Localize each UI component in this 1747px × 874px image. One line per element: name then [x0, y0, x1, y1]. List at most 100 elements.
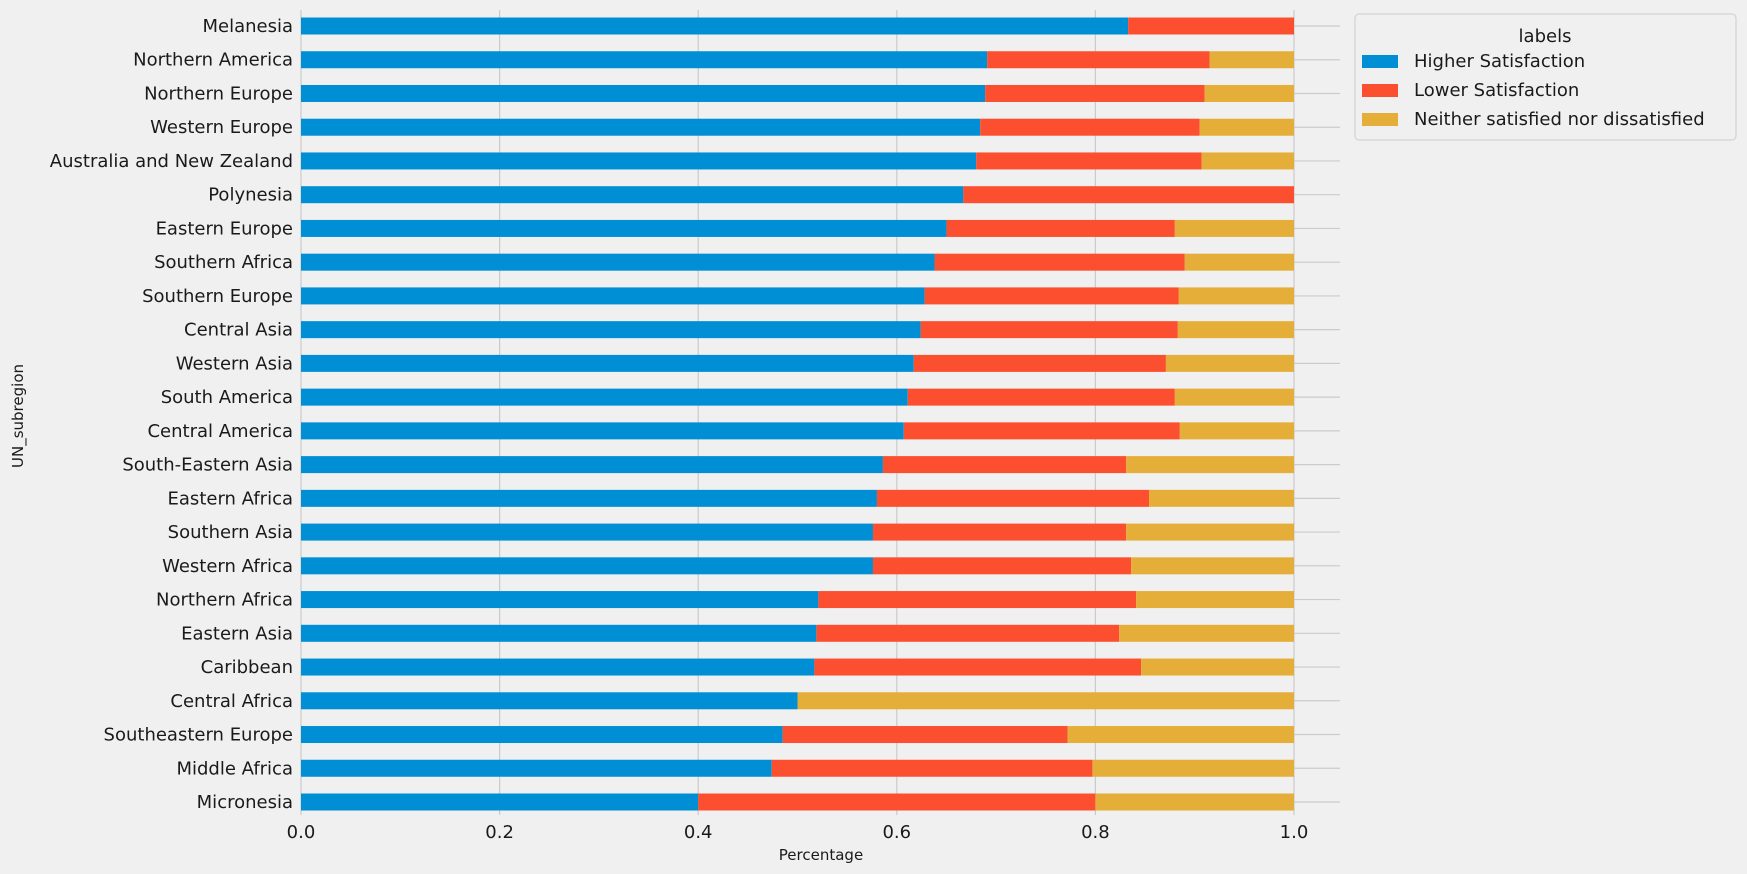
bar-segment	[1178, 287, 1294, 305]
legend-swatch	[1362, 113, 1398, 126]
bar-segment	[301, 51, 988, 69]
bar-segment	[301, 489, 877, 507]
bar-segment	[301, 692, 798, 710]
x-axis-label: Percentage	[779, 846, 863, 864]
bar-segment	[301, 759, 772, 777]
y-tick-label: Eastern Africa	[168, 488, 293, 509]
bar-segment	[301, 118, 981, 136]
bar-segment	[301, 186, 964, 204]
y-tick-label: Western Asia	[176, 353, 293, 374]
bar-segment	[301, 152, 977, 170]
y-tick-label: Melanesia	[202, 16, 293, 37]
bar-segment	[980, 118, 1200, 136]
x-tick-label: 1.0	[1280, 822, 1309, 843]
y-tick-label: Caribbean	[201, 657, 293, 678]
x-tick-label: 0.6	[882, 822, 911, 843]
bar-segment	[976, 152, 1202, 170]
bar-segment	[814, 658, 1142, 676]
legend-swatch	[1362, 55, 1398, 68]
bar-segment	[1201, 152, 1294, 170]
legend-title: labels	[1519, 26, 1572, 47]
bar-segment	[301, 793, 699, 811]
bar-segment	[1141, 658, 1294, 676]
legend-items: Higher Satisfaction Lower Satisfaction Nei…	[1362, 51, 1705, 130]
bar-segment	[1177, 321, 1294, 339]
bar-segment	[1174, 388, 1294, 406]
bar-segment	[963, 186, 1294, 204]
x-tick-labels: 0.0 0.2 0.4 0.6 0.8 1.0	[287, 822, 1309, 843]
bar-segment	[920, 321, 1178, 339]
bar-segment	[301, 422, 904, 440]
bar-segment	[816, 624, 1120, 642]
bar-segment	[1199, 118, 1294, 136]
bar-segment	[301, 591, 819, 609]
bar-segment	[1119, 624, 1294, 642]
bar-segment	[1184, 253, 1294, 271]
y-tick-label: Southern Africa	[154, 252, 293, 273]
y-tick-label: Central Asia	[184, 320, 293, 341]
bar-segment	[301, 84, 986, 102]
bar-segment	[301, 726, 783, 744]
y-axis-label: UN_subregion	[9, 364, 28, 468]
legend-label: Higher Satisfaction	[1414, 51, 1585, 72]
y-tick-label: Micronesia	[197, 792, 293, 813]
bar-segment	[301, 624, 817, 642]
bar-segment	[301, 253, 935, 271]
bar-segment	[818, 591, 1137, 609]
y-tick-label: South America	[161, 387, 293, 408]
bar-segment	[1131, 557, 1294, 575]
bar-segment	[1095, 793, 1294, 811]
bar-segment	[924, 287, 1179, 305]
bar-segment	[987, 51, 1210, 69]
y-tick-label: Polynesia	[208, 185, 293, 206]
y-tick-label: Northern America	[133, 50, 293, 71]
bar-segment	[301, 287, 925, 305]
y-tick-label: Eastern Europe	[156, 218, 293, 239]
y-tick-label: Northern Europe	[144, 83, 293, 104]
bar-segment	[882, 456, 1127, 474]
bar-segment	[301, 456, 883, 474]
bar-segment	[872, 523, 1127, 541]
bar-segment	[301, 523, 873, 541]
legend-swatch	[1362, 84, 1398, 97]
bar-segment	[1136, 591, 1294, 609]
bar-segment	[1067, 726, 1294, 744]
bar-segment	[1092, 759, 1294, 777]
y-tick-label: Western Europe	[150, 117, 293, 138]
bar-segment	[1126, 523, 1294, 541]
y-tick-label: Central America	[147, 421, 293, 442]
bar-segment	[301, 219, 947, 237]
legend-frame	[1354, 13, 1737, 141]
bar-segment	[301, 658, 815, 676]
y-tick-label: Middle Africa	[176, 758, 293, 779]
y-tick-label: South-Eastern Asia	[122, 455, 293, 476]
legend: labels Higher Satisfaction Lower Satisfac…	[1354, 13, 1737, 141]
bar-segment	[1126, 456, 1294, 474]
bar-segment	[1128, 17, 1294, 35]
y-tick-label: Northern Africa	[156, 590, 293, 611]
bar-segment	[301, 557, 873, 575]
bar-segment	[771, 759, 1093, 777]
legend-label: Neither satisfied nor dissatisfied	[1414, 109, 1705, 130]
bar-segment	[1165, 354, 1294, 372]
bar-segment	[946, 219, 1175, 237]
y-tick-label: Western Africa	[162, 556, 293, 577]
bar-segment	[1149, 489, 1294, 507]
x-tick-label: 0.4	[684, 822, 713, 843]
bar-segment	[872, 557, 1132, 575]
bar-segment	[301, 321, 921, 339]
bar-segment	[301, 17, 1129, 35]
bars	[301, 17, 1294, 811]
y-tick-label: Southern Europe	[142, 286, 293, 307]
y-tick-labels: Melanesia Northern America Northern Europe…	[50, 16, 293, 813]
bar-segment	[934, 253, 1185, 271]
bar-segment	[1204, 84, 1294, 102]
bar-segment	[913, 354, 1166, 372]
legend-label: Lower Satisfaction	[1414, 80, 1579, 101]
y-tick-label: Southern Asia	[168, 522, 293, 543]
bar-segment	[301, 354, 914, 372]
bar-segment	[903, 422, 1180, 440]
y-tick-label: Central Africa	[170, 691, 293, 712]
x-tick-label: 0.8	[1081, 822, 1110, 843]
bar-segment	[301, 388, 908, 406]
